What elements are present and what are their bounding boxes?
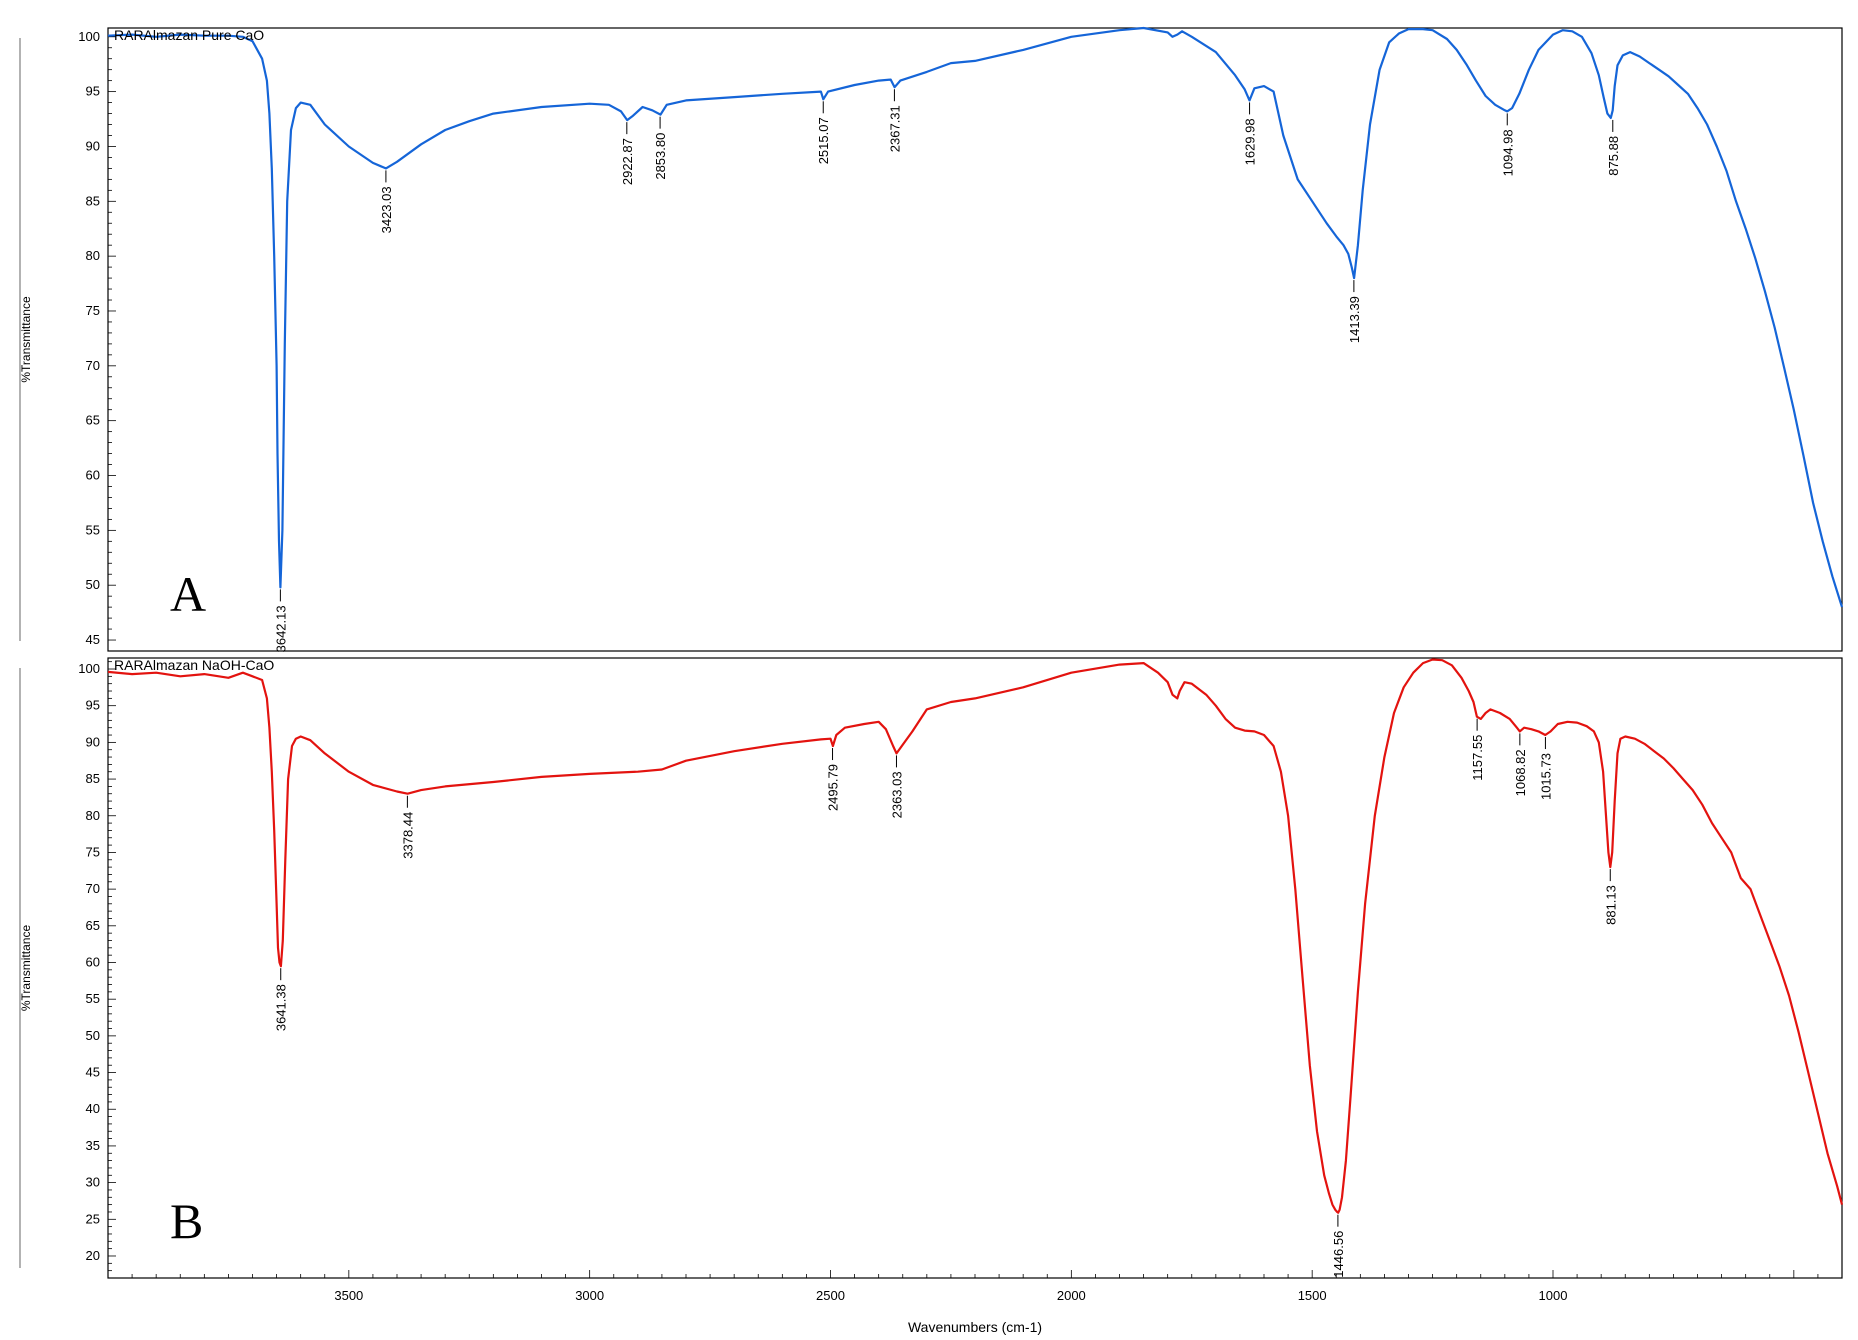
y-tick-label: 90	[86, 138, 100, 153]
y-tick-label: 90	[86, 734, 100, 749]
panel-a-spectrum: 45 50 55 60 65 70 75 80 85 90 95 100 %Transmittance 3…	[19, 26, 1844, 652]
spectrum-line	[107, 658, 1844, 1214]
y-axis-label: %Transmittance	[19, 925, 33, 1012]
y-tick-label: 55	[86, 522, 100, 537]
y-tick-label: 45	[86, 1065, 100, 1080]
spectrum-line	[107, 26, 1844, 608]
peak-label: 2367.31	[887, 105, 902, 152]
y-tick-label: 75	[86, 303, 100, 318]
y-tick-label: 25	[86, 1211, 100, 1226]
y-tick-label: 75	[86, 844, 100, 859]
peak-label: 3641.38	[274, 984, 289, 1031]
y-tick-label: 40	[86, 1101, 100, 1116]
y-tick-label: 95	[86, 698, 100, 713]
y-tick-label: 85	[86, 193, 100, 208]
x-tick-label: 3500	[334, 1288, 363, 1303]
spectrum-title: RARAlmazan NaOH-CaO	[114, 657, 274, 673]
peak-label: 2515.07	[816, 117, 831, 164]
x-tick-label: 1000	[1539, 1288, 1568, 1303]
peak-label: 1094.98	[1500, 129, 1515, 176]
x-axis-label: Wavenumbers (cm-1)	[908, 1319, 1042, 1335]
peak-label: 3642.13	[273, 605, 288, 652]
y-tick-label: 35	[86, 1138, 100, 1153]
y-tick-label: 70	[86, 358, 100, 373]
y-tick-label: 80	[86, 248, 100, 263]
peak-label: 2853.80	[653, 133, 668, 180]
peak-label: 2922.87	[620, 138, 635, 185]
y-tick-label: 65	[86, 918, 100, 933]
y-axis-label: %Transmittance	[19, 296, 33, 383]
peak-label: 1068.82	[1513, 749, 1528, 796]
peak-label: 2363.03	[889, 771, 904, 818]
y-tick-label: 70	[86, 881, 100, 896]
x-tick-label: 3000	[575, 1288, 604, 1303]
y-tick-label: 55	[86, 991, 100, 1006]
x-tick-label: 1500	[1298, 1288, 1327, 1303]
plot-frame	[107, 27, 1843, 652]
y-tick-label: 95	[86, 84, 100, 99]
y-tick-label: 50	[86, 577, 100, 592]
panel-letter: A	[170, 566, 206, 622]
peak-label: 875.88	[1606, 136, 1621, 176]
peak-label: 3423.03	[379, 186, 394, 233]
spectrum-title: RARAlmazan Pure CaO	[114, 27, 264, 43]
peak-label: 2495.79	[826, 764, 841, 811]
peak-label: 1629.98	[1243, 118, 1258, 165]
y-tick-label: 60	[86, 954, 100, 969]
peak-label: 1015.73	[1538, 753, 1553, 800]
y-tick-label: 45	[86, 632, 100, 647]
y-tick-label: 100	[78, 29, 100, 44]
x-tick-label: 2500	[816, 1288, 845, 1303]
y-tick-label: 20	[86, 1248, 100, 1263]
peak-label: 1157.55	[1470, 735, 1485, 781]
y-tick-label: 85	[86, 771, 100, 786]
peak-label: 1446.56	[1331, 1231, 1346, 1278]
peak-label: 3378.44	[400, 812, 415, 859]
panel-b-spectrum: 20 25 30 35 40 45 50 55 60 65 70 75 80 85 90 95 100 %Tran…	[19, 657, 1844, 1335]
x-tick-label: 2000	[1057, 1288, 1086, 1303]
peak-label: 1413.39	[1347, 296, 1362, 343]
peak-label: 881.13	[1603, 885, 1618, 925]
y-tick-label: 65	[86, 413, 100, 428]
y-tick-label: 100	[78, 661, 100, 676]
y-tick-label: 80	[86, 808, 100, 823]
y-tick-label: 60	[86, 468, 100, 483]
panel-letter: B	[170, 1193, 203, 1249]
y-tick-label: 30	[86, 1175, 100, 1190]
y-tick-label: 50	[86, 1028, 100, 1043]
